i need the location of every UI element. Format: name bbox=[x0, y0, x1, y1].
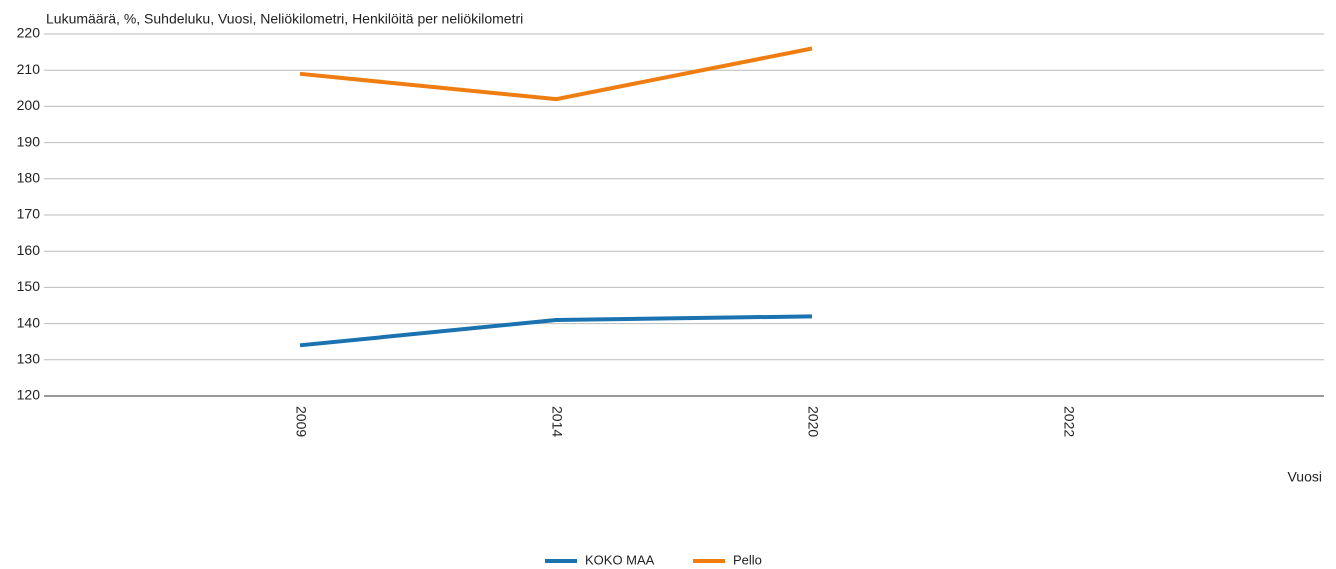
y-tick-label: 220 bbox=[17, 25, 41, 41]
x-axis-label: Vuosi bbox=[1287, 469, 1322, 485]
y-tick-label: 120 bbox=[17, 387, 41, 403]
y-tick-label: 200 bbox=[17, 97, 41, 113]
x-tick-label: 2009 bbox=[293, 406, 309, 437]
y-tick-label: 190 bbox=[17, 133, 41, 149]
legend-label: KOKO MAA bbox=[585, 552, 655, 567]
x-tick-label: 2020 bbox=[805, 406, 821, 437]
y-tick-label: 150 bbox=[17, 278, 41, 294]
series-line bbox=[299, 46, 813, 102]
x-tick-label: 2022 bbox=[1061, 406, 1077, 437]
y-tick-label: 180 bbox=[17, 170, 41, 186]
x-tick-label: 2014 bbox=[549, 406, 565, 437]
y-tick-label: 160 bbox=[17, 242, 41, 258]
y-tick-label: 140 bbox=[17, 314, 41, 330]
legend-label: Pello bbox=[733, 552, 762, 567]
y-axis-label: Lukumäärä, %, Suhdeluku, Vuosi, Neliökil… bbox=[46, 11, 523, 27]
y-tick-label: 130 bbox=[17, 351, 41, 367]
y-tick-label: 210 bbox=[17, 61, 41, 77]
series-line bbox=[299, 314, 813, 348]
y-tick-label: 170 bbox=[17, 206, 41, 222]
